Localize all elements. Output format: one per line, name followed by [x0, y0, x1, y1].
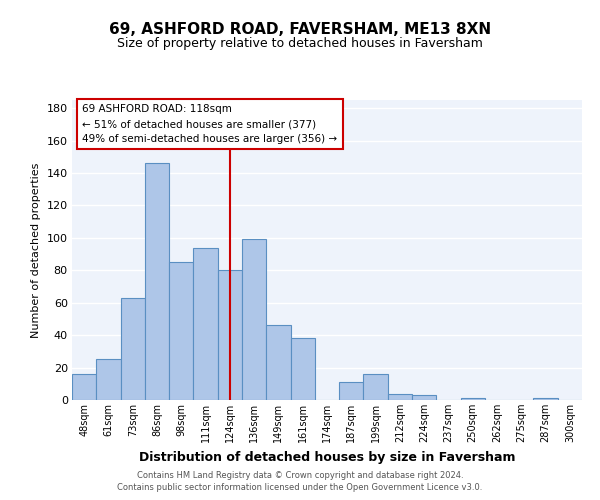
Text: Size of property relative to detached houses in Faversham: Size of property relative to detached ho… [117, 38, 483, 51]
Bar [412, 395, 436, 400]
Bar [96, 360, 121, 400]
Text: Contains HM Land Registry data © Crown copyright and database right 2024.: Contains HM Land Registry data © Crown c… [137, 472, 463, 480]
Bar [169, 262, 193, 400]
Text: 69, ASHFORD ROAD, FAVERSHAM, ME13 8XN: 69, ASHFORD ROAD, FAVERSHAM, ME13 8XN [109, 22, 491, 38]
Bar [461, 398, 485, 400]
Bar [242, 240, 266, 400]
Bar [533, 398, 558, 400]
Bar [145, 163, 169, 400]
Bar [218, 270, 242, 400]
Bar [364, 374, 388, 400]
Text: Contains public sector information licensed under the Open Government Licence v3: Contains public sector information licen… [118, 482, 482, 492]
X-axis label: Distribution of detached houses by size in Faversham: Distribution of detached houses by size … [139, 450, 515, 464]
Bar [388, 394, 412, 400]
Bar [266, 326, 290, 400]
Bar [290, 338, 315, 400]
Bar [72, 374, 96, 400]
Text: 69 ASHFORD ROAD: 118sqm
← 51% of detached houses are smaller (377)
49% of semi-d: 69 ASHFORD ROAD: 118sqm ← 51% of detache… [82, 104, 337, 144]
Bar [339, 382, 364, 400]
Bar [193, 248, 218, 400]
Y-axis label: Number of detached properties: Number of detached properties [31, 162, 41, 338]
Bar [121, 298, 145, 400]
